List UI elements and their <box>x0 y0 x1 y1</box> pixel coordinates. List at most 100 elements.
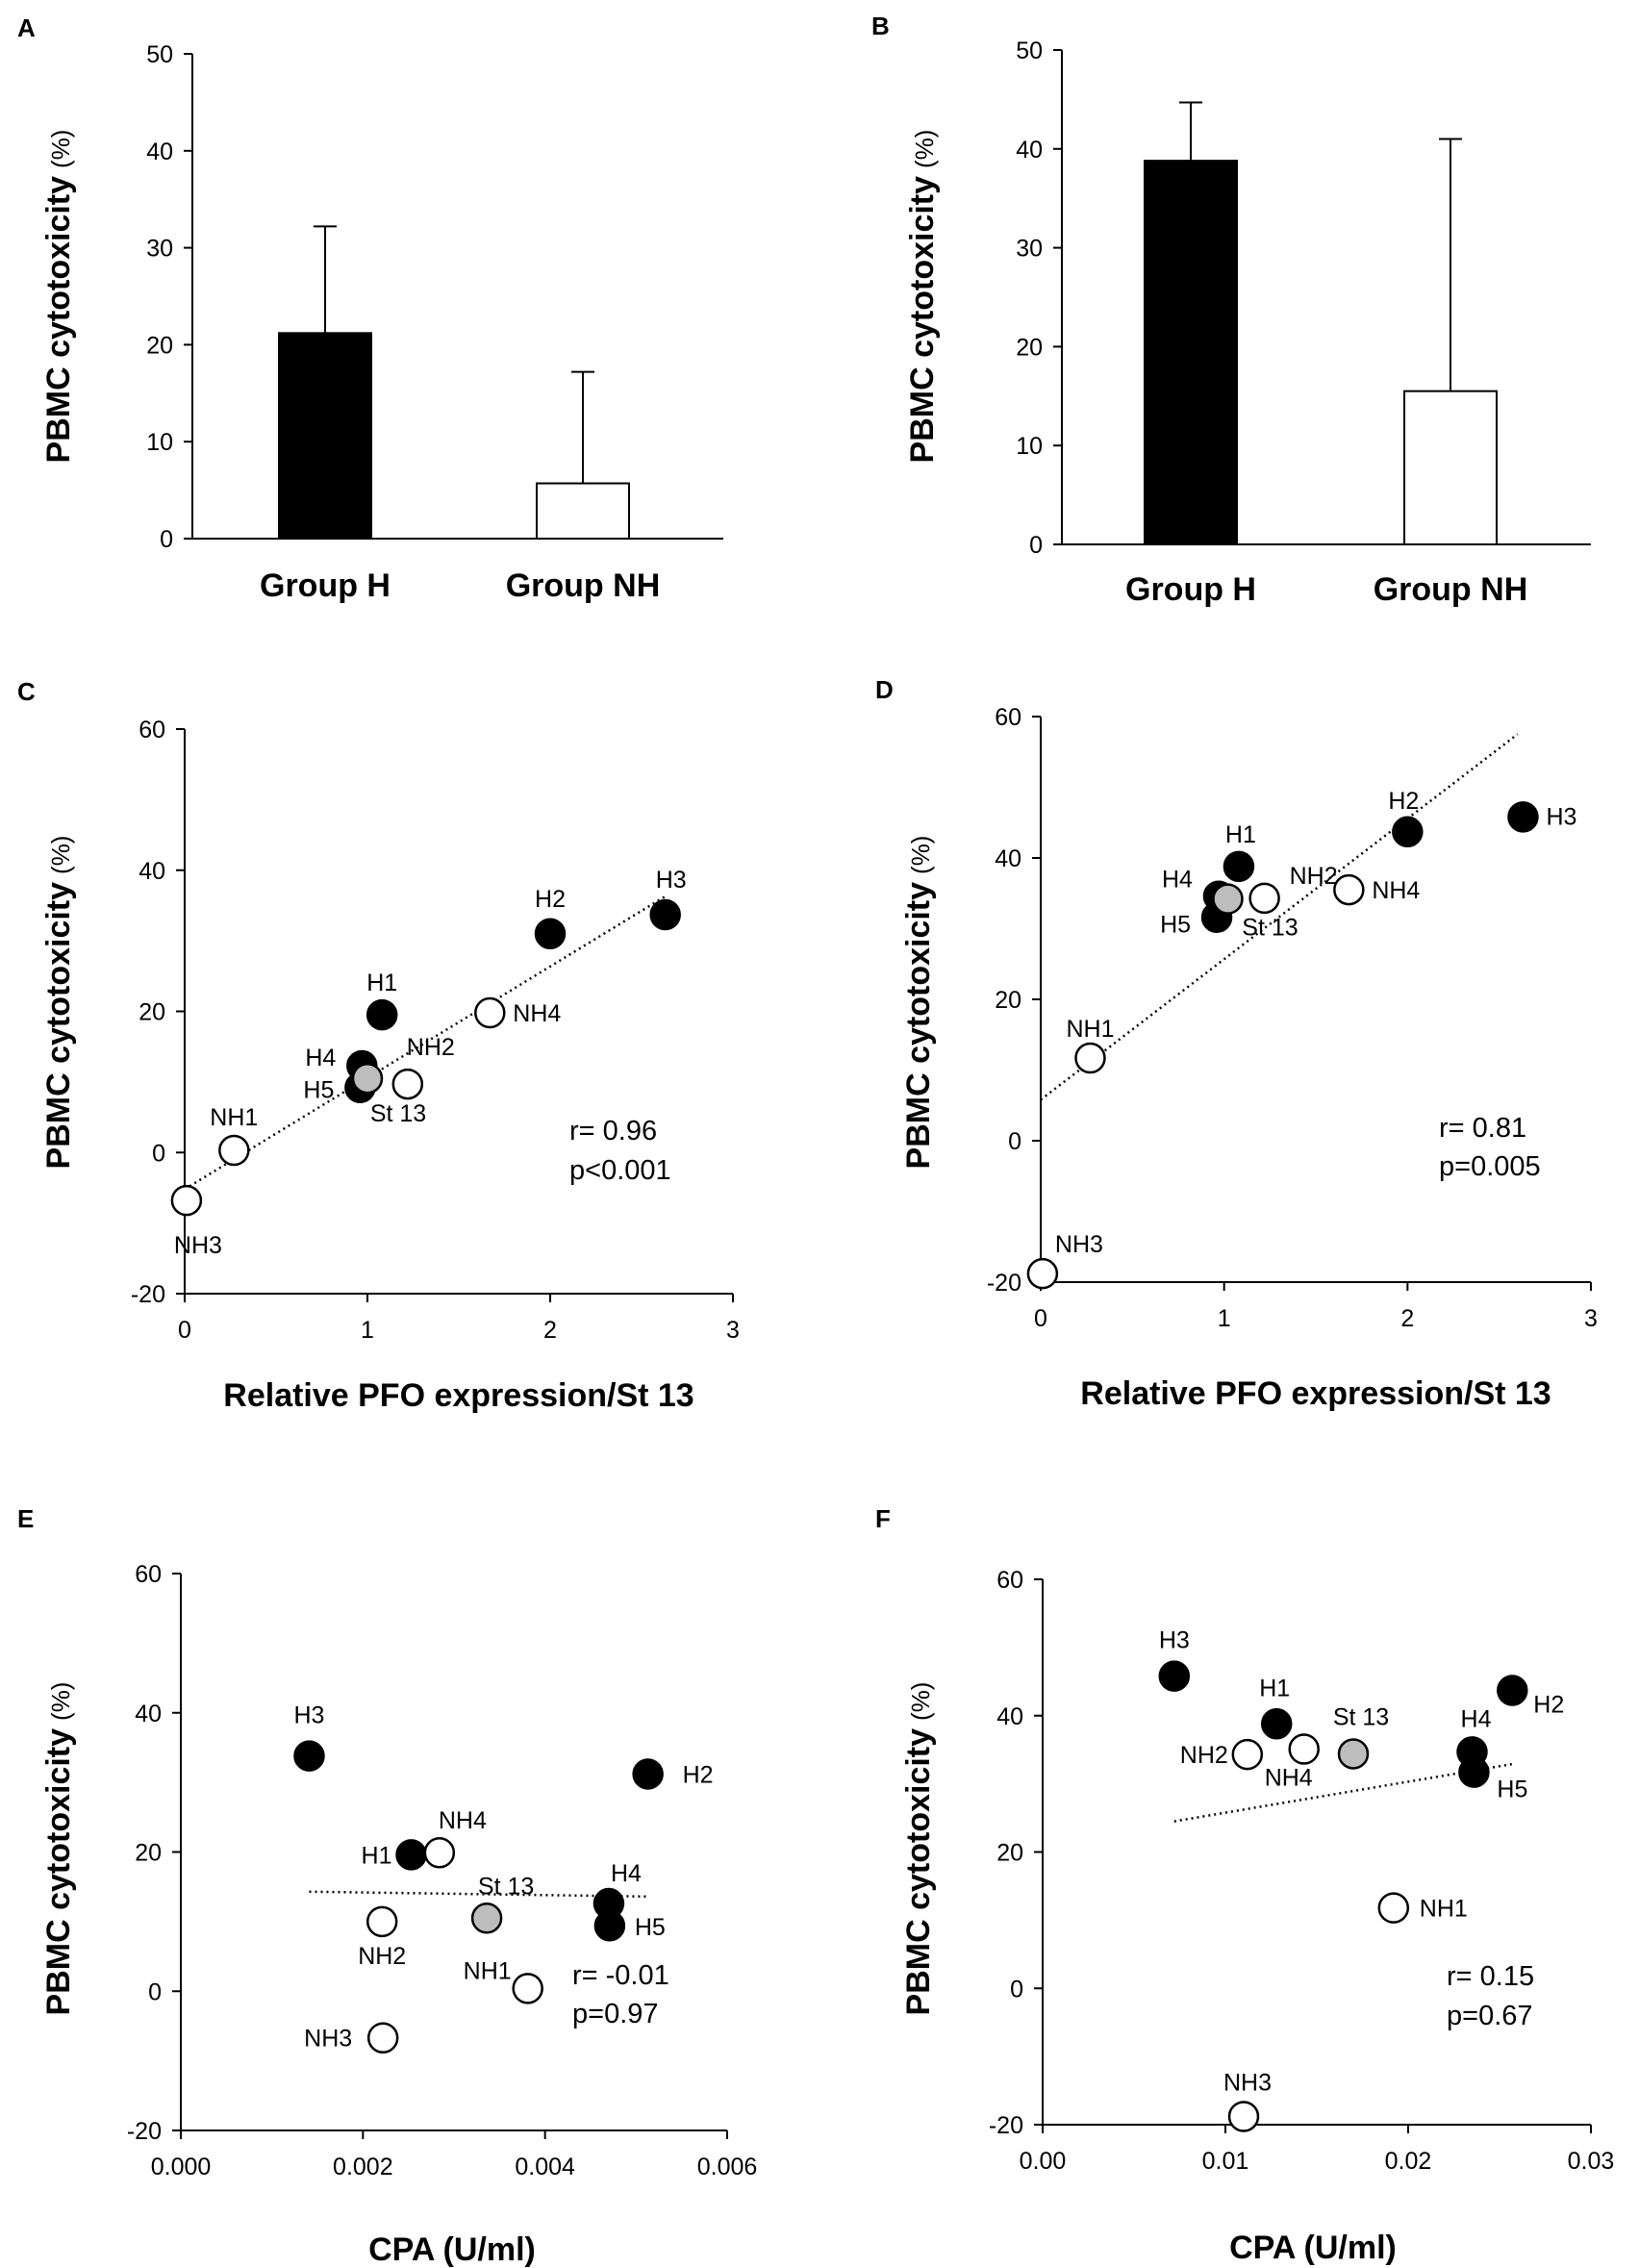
panel-f-x-axis-title: CPA (U/ml) <box>1229 2230 1397 2266</box>
panel-e-point-nh3 <box>366 2022 399 2054</box>
panel-e-stat-p: p=0.97 <box>572 1999 659 2029</box>
panel-f-point-label: NH4 <box>1265 1764 1313 1791</box>
panel-c-point-st13 <box>351 1062 384 1095</box>
panel-d-point-nh3 <box>1026 1257 1059 1290</box>
panel-e-point-label: NH4 <box>439 1807 487 1834</box>
panel-e-stat-r: r= -0.01 <box>572 1960 669 1991</box>
panel-a-category-label: Group NH <box>506 567 661 604</box>
panel-e-point-label: NH1 <box>464 1957 512 1984</box>
panel-f-point-label: H2 <box>1533 1692 1564 1719</box>
panel-a-y-tick-label: 40 <box>146 139 173 165</box>
panel-e-y-axis-label: PBMC cytotoxicity <box>40 1728 77 2016</box>
panel-f-x-tick-label: 0.02 <box>1385 2148 1432 2175</box>
panel-f-point-h1 <box>1260 1708 1293 1740</box>
panel-d: D PBMC cytotoxicity (%) -20 0 20 40 60 0 1 2 3 Relat… <box>875 675 1598 1412</box>
panel-e-x-tick-label: 0.004 <box>515 2154 575 2180</box>
panel-a-y-tick-label: 0 <box>160 526 173 553</box>
panel-e-point-nh1 <box>512 1973 543 2004</box>
panel-b-y-axis-title: PBMC cytotoxicity (%) <box>904 130 941 464</box>
panel-e-y-tick-label: 0 <box>148 1978 162 2005</box>
panel-e-point-label: NH2 <box>358 1943 406 1970</box>
panel-c-point-nh4 <box>474 996 506 1029</box>
panel-a-y-tick-label: 20 <box>146 332 173 359</box>
panel-b-bar-group-h <box>1144 160 1238 546</box>
panel-d-y-axis-title: PBMC cytotoxicity (%) <box>900 836 937 1170</box>
panel-c-letter: C <box>17 677 36 706</box>
panel-f-point-label: H4 <box>1461 1705 1492 1732</box>
panel-c-x-tick-label: 3 <box>726 1317 740 1344</box>
panel-a-y-tick-label: 50 <box>146 41 173 68</box>
panel-d-trendline <box>1040 733 1519 1101</box>
panel-f-y-tick-label: 20 <box>996 1840 1023 1867</box>
panel-e-x-tick-label: 0.002 <box>333 2154 393 2180</box>
panel-f-y-axis-unit: (%) <box>906 1682 935 1721</box>
panel-c-point-nh1 <box>218 1134 250 1167</box>
panel-d-y-axis-unit: (%) <box>906 836 935 874</box>
panel-c-y-axis-title: PBMC cytotoxicity (%) <box>40 836 77 1170</box>
panel-e-y-tick-label: 40 <box>135 1701 162 1727</box>
panel-e-point-st13 <box>470 1903 503 1934</box>
panel-f-stat-r: r= 0.15 <box>1447 1961 1534 1992</box>
panel-f-point-label: H1 <box>1259 1675 1290 1701</box>
panel-f-y-axis-title: PBMC cytotoxicity (%) <box>900 1682 937 2016</box>
panel-c-y-tick-label: 20 <box>139 999 165 1026</box>
panel-d-point-label: St 13 <box>1242 915 1298 942</box>
panel-e: E PBMC cytotoxicity (%) -20 0 20 40 60 0.000 0.00… <box>17 1504 757 2268</box>
panel-c-point-label: H3 <box>656 867 687 894</box>
panel-d-point-label: NH3 <box>1055 1231 1103 1258</box>
panel-d-x-tick-label: 3 <box>1584 1305 1598 1332</box>
panel-b: B PBMC cytotoxicity (%) 0 10 20 30 40 50 Group H G… <box>871 12 1591 608</box>
panel-d-x-tick-label: 2 <box>1400 1305 1414 1332</box>
panel-a-letter: A <box>17 13 36 42</box>
panel-f-letter: F <box>875 1504 891 1533</box>
panel-d-point-h1 <box>1223 850 1255 883</box>
panel-d-point-label: H5 <box>1160 912 1191 939</box>
panel-e-x-tick-label: 0.006 <box>697 2154 758 2180</box>
panel-c-point-label: NH4 <box>513 1000 561 1027</box>
panel-a: A PBMC cytotoxicity (%) 0 10 20 30 40 50 Group H G… <box>17 13 723 604</box>
panel-c-stat-r: r= 0.96 <box>569 1116 657 1147</box>
panel-b-y-tick-label: 0 <box>1029 532 1043 559</box>
panel-d-point-st13 <box>1212 883 1244 915</box>
panel-d-x-axis-title: Relative PFO expression/St 13 <box>1080 1375 1551 1412</box>
panel-c-y-tick-label: 0 <box>152 1140 165 1167</box>
panel-e-point-h3 <box>293 1740 325 1772</box>
panel-f-point-label: NH2 <box>1180 1742 1228 1769</box>
panel-c-point-label: St 13 <box>370 1100 426 1127</box>
panel-e-x-tick-label: 0.000 <box>151 2154 212 2180</box>
panel-a-category-label: Group H <box>260 567 391 604</box>
panel-c-y-axis-unit: (%) <box>46 836 75 874</box>
panel-b-y-tick-label: 40 <box>1016 137 1043 164</box>
panel-a-y-axis-label: PBMC cytotoxicity <box>40 176 77 464</box>
panel-e-y-tick-label: 60 <box>135 1561 162 1588</box>
panel-c-point-label: H1 <box>366 970 397 996</box>
panel-d-point-label: H3 <box>1546 803 1576 830</box>
panel-e-point-h1 <box>395 1839 427 1871</box>
panel-d-point-label: NH2 <box>1290 863 1338 890</box>
panel-b-y-tick-label: 20 <box>1016 334 1043 361</box>
panel-f-point-label: NH3 <box>1223 2069 1272 2096</box>
panel-e-y-tick-label: 20 <box>135 1840 162 1867</box>
panel-f-point-label: NH1 <box>1420 1896 1468 1923</box>
panel-e-point-h2 <box>632 1758 664 1790</box>
panel-c-x-tick-label: 0 <box>178 1317 191 1344</box>
panel-b-category-label: Group H <box>1125 571 1256 608</box>
panel-a-y-axis-unit: (%) <box>46 130 75 168</box>
panel-e-point-label: H4 <box>611 1860 642 1887</box>
panel-d-x-tick-label: 1 <box>1218 1305 1231 1332</box>
panel-d-point-nh1 <box>1074 1042 1106 1074</box>
panel-b-y-tick-label: 30 <box>1016 236 1043 263</box>
panel-d-y-tick-label: 20 <box>995 987 1021 1014</box>
panel-c-point-label: H5 <box>303 1077 334 1104</box>
panel-c-y-tick-label: 40 <box>139 858 165 885</box>
panel-f-point-h2 <box>1497 1675 1528 1706</box>
panel-e-point-h5 <box>593 1909 626 1942</box>
panel-c-point-h2 <box>534 918 567 950</box>
panel-f-x-tick-label: 0.03 <box>1568 2148 1615 2175</box>
panel-e-y-axis-unit: (%) <box>46 1682 75 1721</box>
panel-f-point-label: H5 <box>1497 1777 1527 1803</box>
panel-c-x-tick-label: 1 <box>361 1317 374 1344</box>
panel-c: C PBMC cytotoxicity (%) -20 0 20 40 60 0 1 2 3 Relat… <box>17 677 740 1414</box>
